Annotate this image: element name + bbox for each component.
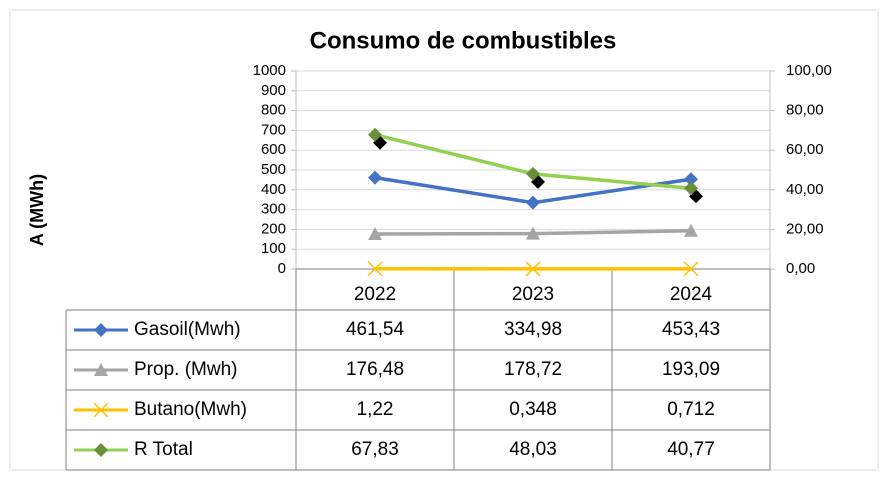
y-tick-label: 900 (261, 82, 286, 99)
table-value: 0,712 (667, 399, 715, 420)
table-value: 48,03 (509, 439, 557, 460)
table-value: 67,83 (351, 439, 399, 460)
y-tick-label: 200 (261, 220, 286, 237)
legend-label: R Total (134, 439, 193, 460)
table-value: 1,22 (357, 399, 394, 420)
y2-tick-label: 80,00 (786, 102, 824, 119)
legend-label: Gasoil(Mwh) (134, 319, 241, 340)
y-tick-label: 0 (278, 260, 286, 277)
y-tick-label: 600 (261, 141, 286, 158)
y-axis-label: A (MWh) (27, 174, 47, 246)
y-tick-label: 300 (261, 201, 286, 218)
table-value: 193,09 (662, 359, 720, 380)
legend-label: Prop. (Mwh) (134, 359, 237, 380)
table-value: 453,43 (662, 319, 720, 340)
y2-tick-label: 60,00 (786, 141, 824, 158)
y-tick-label: 800 (261, 102, 286, 119)
x-tick-label: 2023 (512, 284, 554, 305)
y-tick-label: 400 (261, 181, 286, 198)
y2-tick-label: 100,00 (786, 62, 832, 79)
table-value: 176,48 (346, 359, 404, 380)
y2-tick-label: 20,00 (786, 220, 824, 237)
legend-label: Butano(Mwh) (134, 399, 247, 420)
table-value: 334,98 (504, 319, 562, 340)
table-value: 0,348 (509, 399, 557, 420)
y-tick-label: 700 (261, 121, 286, 138)
table-value: 461,54 (346, 319, 405, 340)
y2-tick-label: 40,00 (786, 181, 824, 198)
y-tick-label: 100 (261, 240, 286, 257)
x-tick-label: 2022 (354, 284, 396, 305)
y-tick-label: 500 (261, 161, 286, 178)
x-tick-label: 2024 (670, 284, 713, 305)
y2-tick-label: 0,00 (786, 260, 815, 277)
chart-title: Consumo de combustibles (310, 27, 617, 54)
y-tick-label: 1000 (253, 62, 286, 79)
table-value: 40,77 (667, 439, 715, 460)
table-value: 178,72 (504, 359, 562, 380)
